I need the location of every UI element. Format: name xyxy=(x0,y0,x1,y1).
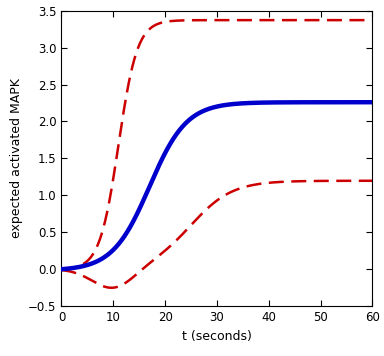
Y-axis label: expected activated MAPK: expected activated MAPK xyxy=(10,78,23,239)
X-axis label: t (seconds): t (seconds) xyxy=(182,330,252,342)
